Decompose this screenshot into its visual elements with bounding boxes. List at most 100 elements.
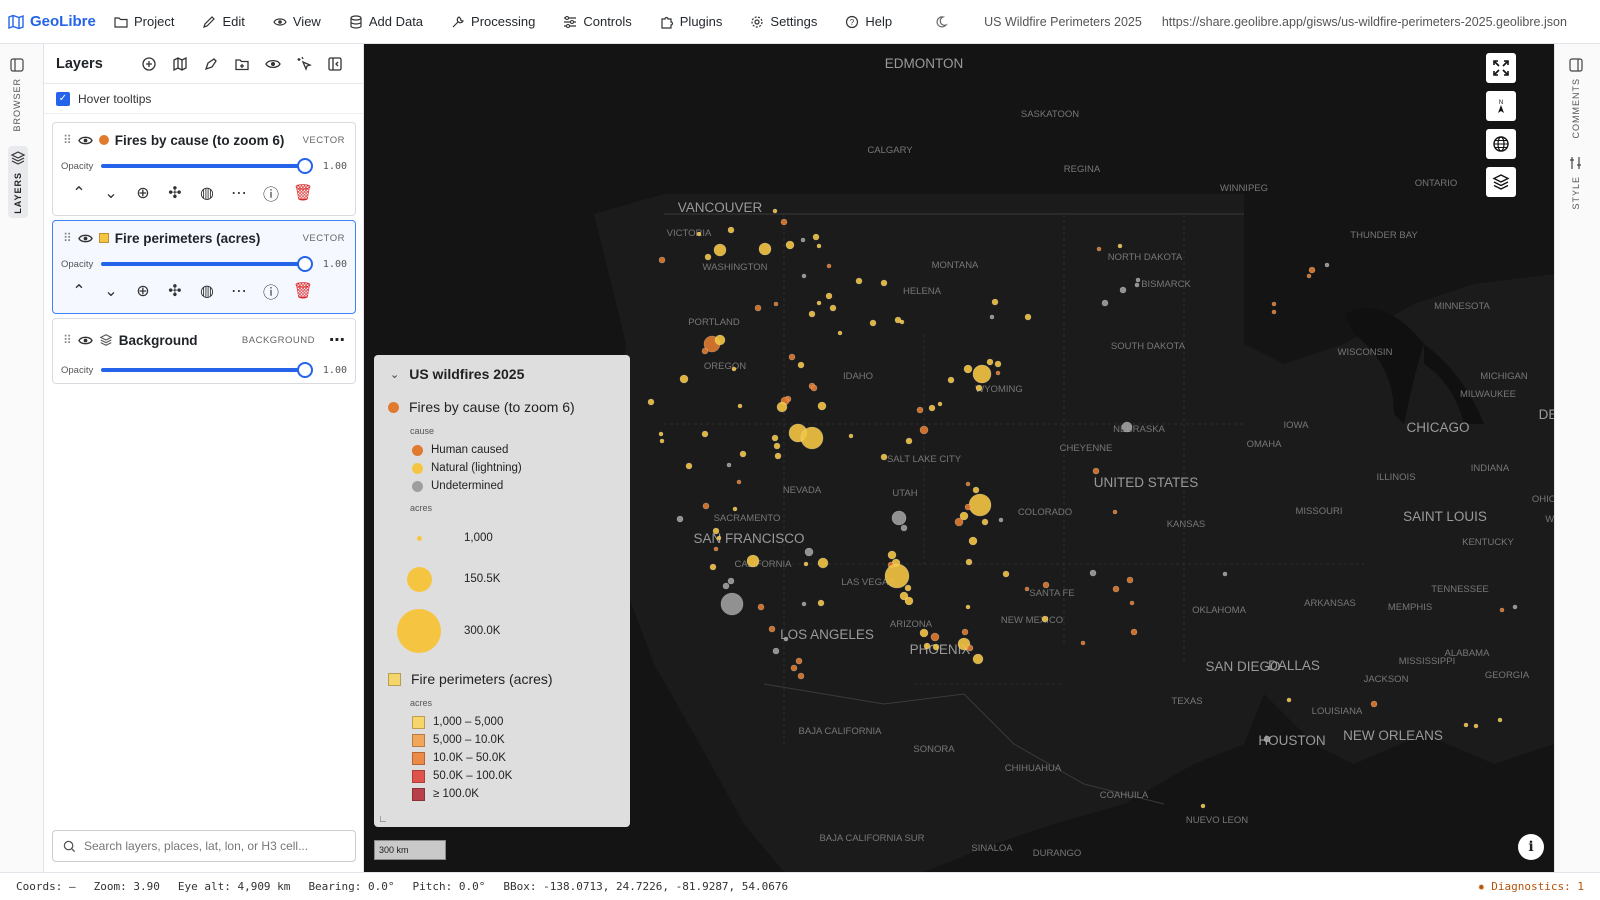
- fire-point[interactable]: [726, 462, 732, 468]
- zoom-to-layer-icon[interactable]: ⊕: [136, 185, 150, 202]
- fire-point[interactable]: [1308, 266, 1316, 274]
- fire-point[interactable]: [722, 582, 730, 590]
- fire-point[interactable]: [808, 310, 816, 318]
- fire-point[interactable]: [800, 237, 806, 243]
- fire-point[interactable]: [1080, 640, 1086, 646]
- fire-point[interactable]: [716, 535, 722, 541]
- fire-point[interactable]: [1024, 586, 1030, 592]
- visibility-button[interactable]: [258, 56, 289, 72]
- fire-point[interactable]: [1134, 282, 1140, 288]
- fire-point[interactable]: [972, 364, 992, 384]
- fire-point[interactable]: [900, 524, 908, 532]
- fire-point[interactable]: [773, 301, 779, 307]
- fire-point[interactable]: [736, 479, 742, 485]
- fire-point[interactable]: [981, 518, 989, 526]
- fire-point[interactable]: [658, 256, 666, 264]
- fire-point[interactable]: [720, 592, 744, 616]
- fire-point[interactable]: [899, 591, 909, 601]
- fire-point[interactable]: [930, 632, 940, 642]
- layer-name[interactable]: Fires by cause (to zoom 6): [114, 132, 285, 148]
- fire-point[interactable]: [1101, 299, 1109, 307]
- fire-point[interactable]: [701, 430, 709, 438]
- more-options-icon[interactable]: ⋯: [329, 332, 345, 349]
- menu-plugins[interactable]: Plugins: [646, 0, 737, 44]
- menu-help[interactable]: ? Help: [831, 0, 906, 44]
- fire-point[interactable]: [731, 366, 737, 372]
- fire-point[interactable]: [904, 596, 914, 606]
- fire-point[interactable]: [816, 243, 822, 249]
- fire-point[interactable]: [801, 273, 807, 279]
- fire-point[interactable]: [1041, 615, 1049, 623]
- style-palette-icon[interactable]: ◍: [200, 283, 214, 300]
- fire-point[interactable]: [1306, 273, 1312, 279]
- fire-point[interactable]: [702, 502, 710, 510]
- layer-name[interactable]: Fire perimeters (acres): [114, 230, 261, 246]
- fire-point[interactable]: [1096, 246, 1102, 252]
- opacity-slider-knob[interactable]: [297, 362, 313, 378]
- fire-point[interactable]: [1126, 576, 1134, 584]
- delete-icon[interactable]: 🗑: [292, 283, 314, 300]
- fire-point[interactable]: [785, 240, 795, 250]
- move-down-icon[interactable]: ⌄: [104, 283, 118, 300]
- fire-point[interactable]: [1117, 243, 1123, 249]
- fire-point[interactable]: [817, 599, 825, 607]
- fire-point[interactable]: [989, 314, 995, 320]
- fire-point[interactable]: [904, 584, 912, 592]
- fire-point[interactable]: [679, 374, 689, 384]
- drag-handle-icon[interactable]: ⠿: [63, 333, 72, 347]
- fire-point[interactable]: [801, 601, 807, 607]
- fire-point[interactable]: [829, 304, 837, 312]
- fire-point[interactable]: [754, 304, 762, 312]
- fire-point[interactable]: [772, 208, 778, 214]
- fire-point[interactable]: [968, 493, 992, 517]
- hover-tooltips-checkbox[interactable]: ✓: [56, 91, 70, 106]
- layers-tab[interactable]: LAYERS: [8, 146, 28, 218]
- opacity-slider-knob[interactable]: [297, 158, 313, 174]
- fire-point[interactable]: [1112, 509, 1118, 515]
- fire-point[interactable]: [869, 319, 877, 327]
- info-icon[interactable]: ⓘ: [262, 187, 279, 204]
- layer-card-fire-perimeters[interactable]: ⠿ Fire perimeters (acres) VECTOR Opacity…: [52, 220, 356, 314]
- map-svg[interactable]: EDMONTON SASKATOON CALGARY REGINA WINNIPEG ON…: [364, 44, 1554, 872]
- fire-point[interactable]: [780, 218, 788, 226]
- fire-point[interactable]: [804, 547, 814, 557]
- fire-point[interactable]: [928, 404, 936, 412]
- fire-point[interactable]: [855, 277, 863, 285]
- menu-edit[interactable]: Edit: [188, 0, 258, 44]
- fire-point[interactable]: [737, 403, 743, 409]
- identify-icon[interactable]: ✣: [168, 185, 182, 202]
- fire-point[interactable]: [884, 563, 910, 589]
- fire-point[interactable]: [800, 426, 824, 450]
- fire-point[interactable]: [963, 364, 973, 374]
- fire-point[interactable]: [1119, 286, 1127, 294]
- fire-point[interactable]: [1370, 700, 1378, 708]
- fire-point[interactable]: [1089, 569, 1097, 577]
- fire-point[interactable]: [880, 279, 888, 287]
- fire-point[interactable]: [732, 506, 738, 512]
- fire-point[interactable]: [685, 462, 693, 470]
- fire-point[interactable]: [965, 558, 973, 566]
- menu-controls[interactable]: Controls: [549, 0, 645, 44]
- fire-point[interactable]: [797, 672, 805, 680]
- fire-point[interactable]: [772, 647, 780, 655]
- fire-point[interactable]: [1129, 600, 1135, 606]
- map-canvas[interactable]: EDMONTON SASKATOON CALGARY REGINA WINNIPEG ON…: [364, 44, 1554, 872]
- fire-point[interactable]: [954, 517, 964, 527]
- delete-icon[interactable]: 🗑: [292, 185, 314, 202]
- attribution-info-icon[interactable]: i: [1518, 834, 1544, 860]
- layer-card-background[interactable]: ⠿ Background BACKGROUND ⋯ Opacity 1.00: [52, 318, 356, 384]
- layers-toggle-button[interactable]: [1486, 167, 1516, 197]
- add-folder-button[interactable]: [227, 56, 258, 72]
- fire-point[interactable]: [968, 536, 978, 546]
- fire-point[interactable]: [812, 233, 820, 241]
- fire-point[interactable]: [1024, 313, 1032, 321]
- fire-point[interactable]: [937, 401, 943, 407]
- drag-handle-icon[interactable]: ⠿: [63, 231, 72, 245]
- fire-point[interactable]: [837, 330, 843, 336]
- drag-handle-icon[interactable]: ⠿: [63, 133, 72, 147]
- menu-settings[interactable]: Settings: [736, 0, 831, 44]
- fire-point[interactable]: [810, 384, 818, 392]
- fire-point[interactable]: [1263, 735, 1271, 743]
- zoom-to-layer-icon[interactable]: ⊕: [136, 283, 150, 300]
- search-input-placeholder[interactable]: Search layers, places, lat, lon, or H3 c…: [84, 839, 309, 853]
